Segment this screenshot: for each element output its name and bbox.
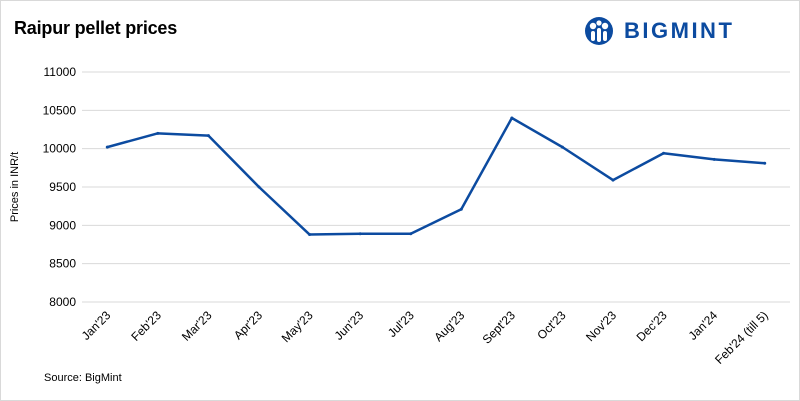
data-point (763, 161, 767, 165)
y-tick-label: 9500 (49, 180, 76, 194)
x-axis-ticks: Jan'23 Feb'23 Mar'23 Apr'23 May'23 Jun'23 Jul'… (79, 308, 771, 367)
data-point (257, 185, 261, 189)
data-point (560, 145, 564, 149)
x-tick-label: Aug'23 (431, 308, 467, 344)
data-point (358, 232, 362, 236)
x-tick-label: Sept'23 (480, 308, 519, 347)
x-tick-label: May'23 (279, 308, 316, 345)
data-point (409, 232, 413, 236)
logo-wordmark: BIGMINT (624, 18, 735, 43)
x-tick-label: Jan'24 (686, 308, 721, 343)
x-tick-label: Feb'23 (128, 308, 164, 344)
data-point (662, 151, 666, 155)
y-tick-label: 10000 (43, 142, 77, 156)
series-line (106, 116, 765, 236)
x-tick-label: Nov'23 (583, 308, 619, 344)
x-tick-label: Jul'23 (385, 308, 417, 340)
x-tick-label: Apr'23 (231, 308, 265, 342)
x-tick-label: Jan'23 (79, 308, 114, 343)
data-point (308, 233, 312, 237)
y-tick-label: 9000 (49, 218, 76, 232)
data-point (105, 145, 109, 149)
brand-logo: BIGMINT (584, 14, 734, 48)
x-tick-label: Feb'24 (till 5) (712, 308, 771, 367)
data-point (156, 131, 160, 135)
y-tick-label: 11000 (44, 65, 77, 79)
y-axis-ticks: 8000 8500 9000 9500 10000 10500 11000 (43, 65, 77, 309)
chart-title: Raipur pellet prices (14, 18, 178, 38)
x-tick-label: Jun'23 (332, 308, 367, 343)
bigmint-logo-icon (585, 17, 613, 45)
y-tick-label: 10500 (43, 103, 77, 117)
data-point (510, 116, 514, 120)
x-tick-label: Mar'23 (179, 308, 215, 344)
x-tick-label: Dec'23 (634, 308, 670, 344)
gridlines (82, 71, 790, 303)
data-point (712, 157, 716, 161)
data-point (611, 178, 615, 182)
y-tick-label: 8500 (49, 257, 76, 271)
data-point (206, 134, 210, 138)
source-note: Source: BigMint (44, 372, 122, 384)
series-layer (105, 116, 767, 237)
x-tick-label: Oct'23 (534, 308, 568, 342)
y-axis-label: Prices in INR/t (9, 152, 21, 222)
data-point (459, 207, 463, 211)
y-tick-label: 8000 (49, 295, 76, 309)
